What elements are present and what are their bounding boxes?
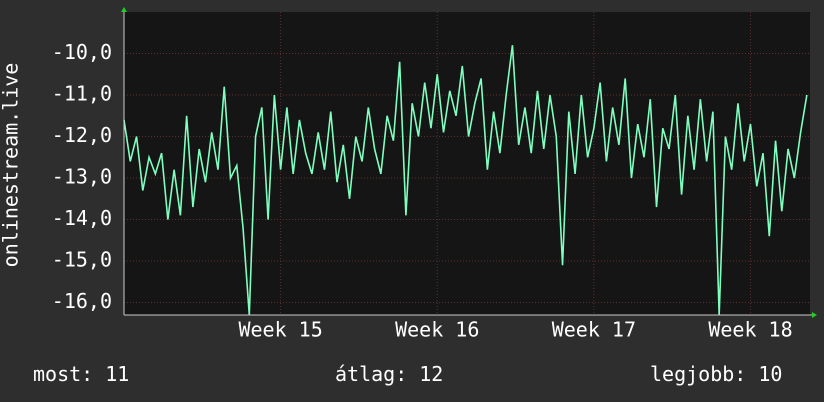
legend-stat: most: 11 [33, 362, 129, 386]
y-arrow [121, 7, 127, 12]
y-axis-label: onlinestream.live [0, 63, 23, 268]
stat-value: 12 [419, 362, 443, 386]
x-tick-label: Week 17 [552, 318, 636, 342]
stat-label: átlag: [335, 362, 407, 386]
stat-label: most: [33, 362, 93, 386]
y-tick-label: -12,0 [52, 123, 112, 147]
data-line [123, 45, 808, 316]
legend-stat: legjobb: 10 [650, 362, 782, 386]
x-arrow [812, 312, 817, 318]
y-tick-label: -11,0 [52, 82, 112, 106]
y-tick-label: -16,0 [52, 289, 112, 313]
stat-label: legjobb: [650, 362, 746, 386]
y-tick-label: -15,0 [52, 248, 112, 272]
x-tick-label: Week 15 [238, 318, 322, 342]
x-tick-label: Week 16 [395, 318, 479, 342]
y-tick-label: -10,0 [52, 40, 112, 64]
y-tick-label: -13,0 [52, 165, 112, 189]
legend-stat: átlag: 12 [335, 362, 443, 386]
plot-area [124, 12, 810, 315]
stat-value: 10 [758, 362, 782, 386]
x-tick-label: Week 18 [708, 318, 792, 342]
stat-value: 11 [105, 362, 129, 386]
y-tick-label: -14,0 [52, 206, 112, 230]
